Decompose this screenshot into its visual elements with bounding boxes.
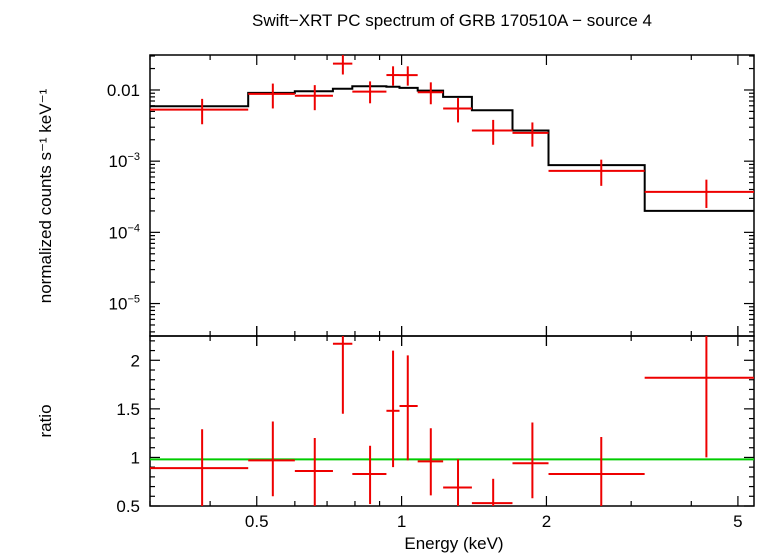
x-tick-label: 1: [397, 512, 406, 531]
top-y-tick-label: 10−3: [109, 151, 140, 171]
top-y-axis-label: normalized counts s⁻¹ keV⁻¹: [36, 88, 55, 303]
bottom-y-tick-label: 1.5: [116, 400, 140, 419]
ratio-point: [417, 428, 444, 496]
bottom-panel: 0.5 1 1.5 2: [116, 326, 755, 516]
data-point: [352, 81, 387, 104]
top-y-tick-label: 10−4: [109, 222, 140, 242]
x-tick-label: 5: [733, 512, 742, 531]
ratio-point: [332, 336, 353, 414]
bottom-y-tick-label: 0.5: [116, 497, 140, 516]
data-point: [443, 98, 472, 123]
ratio-point: [399, 355, 418, 461]
bottom-y-axis-label: ratio: [36, 404, 55, 437]
data-points: [150, 55, 754, 208]
data-point: [386, 66, 400, 86]
model-curve: [150, 85, 754, 212]
data-point: [332, 55, 353, 75]
ratio-point: [471, 478, 513, 506]
top-y-tick-label: 0.01: [107, 81, 140, 100]
top-panel: 0.01 10−3 10−4 10−5: [107, 54, 755, 337]
x-axis-label: Energy (keV): [404, 534, 503, 553]
ratio-point: [512, 422, 549, 499]
data-point: [150, 98, 249, 125]
ratio-point: [352, 445, 387, 505]
bottom-panel-frame: [149, 335, 755, 507]
x-tick-label: 2: [542, 512, 551, 531]
ratio-point: [644, 336, 754, 458]
data-point: [399, 66, 418, 86]
ratio-point: [443, 459, 472, 506]
ratio-point: [294, 438, 333, 506]
data-point: [644, 179, 754, 208]
bottom-y-tick-label: 1: [131, 448, 140, 467]
ratio-points: [150, 336, 754, 506]
bottom-y-tick-label: 2: [131, 351, 140, 370]
data-point: [548, 159, 645, 186]
ratio-point: [248, 421, 295, 497]
chart-title: Swift−XRT PC spectrum of GRB 170510A − s…: [252, 11, 652, 30]
data-point: [512, 122, 549, 147]
ratio-point: [386, 350, 400, 468]
data-point: [471, 119, 513, 145]
data-point: [417, 82, 444, 105]
x-tick-label: 0.5: [245, 512, 269, 531]
model-step-line: [150, 85, 754, 212]
data-point: [248, 83, 295, 109]
ratio-point: [548, 437, 645, 506]
data-point: [294, 85, 333, 111]
top-y-tick-label: 10−5: [109, 294, 140, 314]
ratio-point: [150, 429, 249, 506]
